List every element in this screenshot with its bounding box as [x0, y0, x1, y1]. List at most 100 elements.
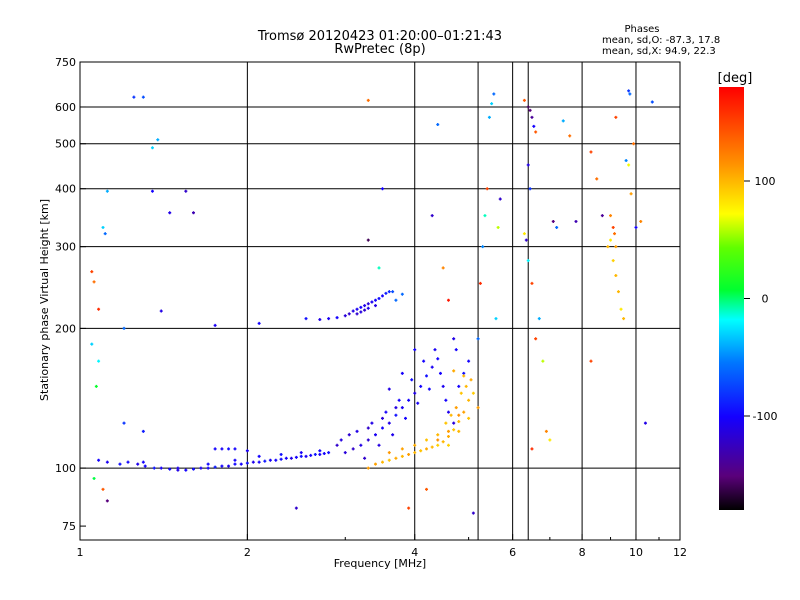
data-point [452, 337, 456, 341]
data-point [339, 438, 343, 442]
data-point [534, 337, 538, 341]
data-point [452, 369, 456, 373]
data-point [176, 466, 180, 470]
data-point [359, 443, 363, 447]
data-point [467, 416, 471, 420]
data-point [366, 466, 370, 470]
data-point [355, 312, 359, 316]
data-point [366, 238, 370, 242]
data-point [404, 416, 408, 420]
data-point [257, 321, 261, 325]
data-point [251, 460, 255, 464]
y-tick-label: 600 [55, 101, 76, 114]
data-point [498, 197, 502, 201]
data-point [370, 421, 374, 425]
data-point [377, 296, 381, 300]
y-tick-label: 400 [55, 183, 76, 196]
data-point [425, 447, 429, 451]
data-point [387, 290, 391, 294]
data-point [614, 115, 618, 119]
data-point [462, 410, 466, 414]
data-point [457, 420, 461, 424]
data-point [446, 429, 450, 433]
y-tick-label: 75 [62, 520, 76, 533]
data-point [425, 438, 429, 442]
data-point [304, 317, 308, 321]
data-point [322, 452, 326, 456]
y-tick-label: 200 [55, 322, 76, 335]
data-point [304, 454, 308, 458]
data-point [394, 406, 398, 410]
data-point [407, 452, 411, 456]
data-point [299, 454, 303, 458]
data-point [387, 387, 391, 391]
data-point [483, 214, 487, 218]
data-point [377, 443, 381, 447]
data-point [233, 462, 237, 466]
data-point [485, 187, 489, 191]
data-point [632, 142, 636, 146]
data-point [457, 413, 461, 417]
data-point [105, 189, 109, 193]
data-point [257, 454, 261, 458]
data-point [206, 462, 210, 466]
data-point [400, 406, 404, 410]
data-point [245, 449, 249, 453]
data-point [452, 428, 456, 432]
data-point [419, 449, 423, 453]
data-point [478, 281, 482, 285]
data-point [524, 238, 528, 242]
y-tick-label: 500 [55, 138, 76, 151]
data-point [351, 309, 355, 313]
data-point [530, 281, 534, 285]
data-point [528, 108, 532, 112]
data-point [595, 177, 599, 181]
series [97, 447, 331, 472]
plot-frame [79, 61, 681, 541]
data-point [436, 443, 440, 447]
data-point [347, 312, 351, 316]
data-point [650, 100, 654, 104]
data-point [436, 123, 440, 127]
x-tick-label: 1 [77, 546, 84, 559]
data-point [410, 378, 414, 382]
data-point [537, 317, 541, 321]
data-point [457, 384, 461, 388]
data-point [425, 487, 429, 491]
data-point [199, 466, 203, 470]
data-point [441, 266, 445, 270]
data-point [327, 451, 331, 455]
data-point [400, 371, 404, 375]
data-point [351, 447, 355, 451]
data-point [496, 225, 500, 229]
data-point [613, 232, 617, 236]
data-point [400, 292, 404, 296]
data-point [366, 438, 370, 442]
data-point [413, 391, 417, 395]
data-point [555, 225, 559, 229]
data-point [614, 274, 618, 278]
data-point [492, 92, 496, 96]
data-point [407, 398, 411, 402]
chart-title: Tromsø 20120423 01:20:00–01:21:43 [257, 29, 502, 44]
data-point [419, 384, 423, 388]
data-point [363, 456, 367, 460]
data-point [391, 433, 395, 437]
data-point [103, 232, 107, 236]
data-point [343, 451, 347, 455]
data-point [355, 307, 359, 311]
data-point [141, 429, 145, 433]
data-point [118, 462, 122, 466]
x-tick-label: 2 [244, 546, 251, 559]
series [366, 369, 480, 470]
data-point [532, 124, 536, 128]
data-points [90, 89, 654, 515]
data-point [394, 456, 398, 460]
data-point [94, 384, 98, 388]
data-point [343, 314, 347, 318]
data-point [574, 219, 578, 223]
data-point [611, 259, 615, 263]
data-point [490, 102, 494, 106]
data-point [220, 464, 224, 468]
